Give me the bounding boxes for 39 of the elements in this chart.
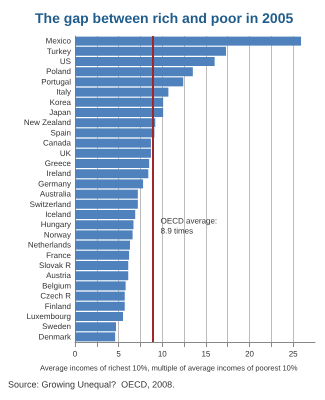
y-tick-label: Sweden (42, 322, 71, 332)
x-tick-label: 5 (116, 350, 122, 358)
y-tick-label: Japan (49, 108, 71, 117)
y-tick-label: Austria (46, 271, 72, 280)
y-tick-label: Denmark (38, 332, 72, 342)
y-tick-label: France (46, 250, 72, 260)
chart-title: The gap between rich and poor in 2005 (35, 10, 294, 26)
y-tick-label: Slovak R (38, 261, 72, 270)
y-tick-label: Belgium (42, 281, 72, 290)
x-tick-label: 15 (201, 350, 211, 358)
y-tick-label: Australia (40, 190, 72, 199)
y-tick-label: Portugal (41, 77, 72, 86)
ref-line-label: OECD average: 8.9 times (160, 216, 218, 236)
y-tick-label: Mexico (46, 36, 72, 46)
x-tick-label: 25 (288, 350, 298, 358)
y-tick-label: Turkey (46, 46, 71, 56)
y-tick-label: Germany (38, 179, 71, 188)
y-tick-label: Norway (44, 230, 71, 240)
y-tick-label: Netherlands (28, 240, 71, 250)
y-tick-label: Switzerland (30, 200, 71, 209)
y-tick-label: Greece (44, 159, 72, 168)
y-tick-label: Iceland (45, 210, 71, 219)
y-tick-label: Italy (56, 88, 71, 97)
y-tick-label: Spain (50, 128, 71, 138)
y-tick-label: UK (60, 148, 72, 158)
source-note: Source: Growing Unequal? OECD, 2008. (8, 380, 175, 390)
y-tick-label: Luxembourg (26, 312, 71, 321)
y-tick-label: Hungary (40, 220, 71, 230)
y-tick-label: Czech R (40, 292, 72, 301)
y-tick-label: Poland (46, 67, 71, 76)
y-tick-label: Canada (42, 138, 72, 148)
y-tick-label: New Zealand (24, 118, 71, 128)
y-tick-label: US (60, 57, 71, 66)
y-tick-label: Ireland (46, 169, 71, 178)
x-tick-label: 0 (72, 350, 78, 358)
x-tick-label: 10 (158, 350, 168, 358)
y-tick-label: Korea (50, 98, 72, 107)
y-tick-label: Finland (44, 302, 71, 311)
x-tick-label: 20 (245, 350, 255, 358)
